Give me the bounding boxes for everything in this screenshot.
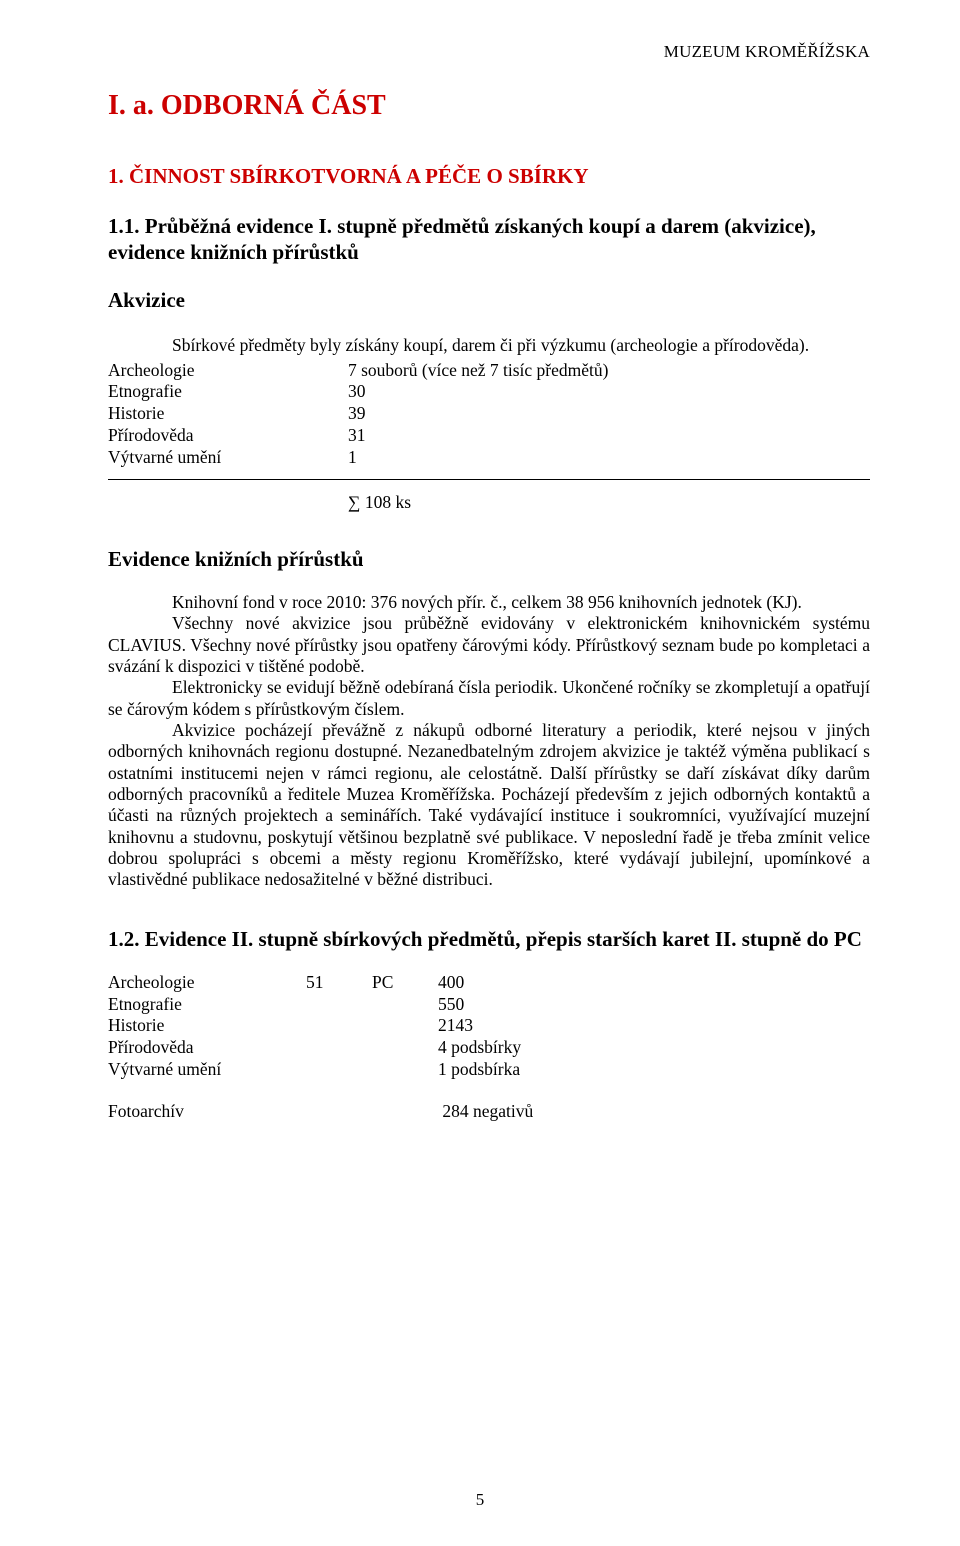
cell: 2143 — [438, 1015, 521, 1037]
cell — [306, 1037, 372, 1059]
row-value: 39 — [348, 403, 608, 425]
cell — [306, 994, 372, 1016]
table-row: Historie 2143 — [108, 1015, 521, 1037]
row-label: Historie — [108, 403, 348, 425]
paragraph: Akvizice pocházejí převážně z nákupů odb… — [108, 720, 870, 891]
section-1-heading: 1. ČINNOST SBÍRKOTVORNÁ A PÉČE O SBÍRKY — [108, 164, 870, 189]
evidence-heading: Evidence knižních přírůstků — [108, 547, 870, 572]
page-number: 5 — [0, 1490, 960, 1510]
cell: Výtvarné umění — [108, 1059, 306, 1081]
paragraph: Elektronicky se evidují běžně odebíraná … — [108, 677, 870, 720]
cell: Historie — [108, 1015, 306, 1037]
table-row: Výtvarné umění 1 — [108, 447, 608, 469]
cell — [306, 1059, 372, 1081]
fotoarchiv-label: Fotoarchív — [108, 1101, 438, 1122]
evidence-body: Knihovní fond v roce 2010: 376 nových př… — [108, 592, 870, 891]
cell: 4 podsbírky — [438, 1037, 521, 1059]
cell — [372, 1059, 438, 1081]
cell: 1 podsbírka — [438, 1059, 521, 1081]
cell: 51 — [306, 972, 372, 994]
table-row: Přírodověda 31 — [108, 425, 608, 447]
paragraph: Všechny nové akvizice jsou průběžně evid… — [108, 613, 870, 677]
subsection-1-1-heading: 1.1. Průběžná evidence I. stupně předmět… — [108, 213, 870, 266]
row-label: Archeologie — [108, 360, 348, 382]
cell: 400 — [438, 972, 521, 994]
row-label: Výtvarné umění — [108, 447, 348, 469]
row-label: Etnografie — [108, 381, 348, 403]
row-value: 31 — [348, 425, 608, 447]
table-row: Historie 39 — [108, 403, 608, 425]
subsection-1-2-heading: 1.2. Evidence II. stupně sbírkových před… — [108, 927, 870, 952]
table-row: Etnografie 550 — [108, 994, 521, 1016]
cell — [306, 1015, 372, 1037]
main-title: I. a. ODBORNÁ ČÁST — [108, 90, 870, 122]
cell: Přírodověda — [108, 1037, 306, 1059]
evidence-ii-table: Archeologie 51 PC 400 Etnografie 550 His… — [108, 972, 521, 1081]
akvizice-table: Archeologie 7 souborů (více než 7 tisíc … — [108, 360, 608, 469]
table-row: Archeologie 7 souborů (více než 7 tisíc … — [108, 360, 608, 382]
fotoarchiv-value: 284 negativů — [442, 1101, 533, 1121]
cell: 550 — [438, 994, 521, 1016]
row-label: Přírodověda — [108, 425, 348, 447]
header-institution: MUZEUM KROMĚŘÍŽSKA — [108, 42, 870, 62]
table-row: Etnografie 30 — [108, 381, 608, 403]
paragraph: Knihovní fond v roce 2010: 376 nových př… — [108, 592, 870, 613]
table-row: Přírodověda 4 podsbírky — [108, 1037, 521, 1059]
table-row: Archeologie 51 PC 400 — [108, 972, 521, 994]
fotoarchiv-row: Fotoarchív 284 negativů — [108, 1101, 870, 1122]
cell: PC — [372, 972, 438, 994]
akvizice-heading: Akvizice — [108, 288, 870, 313]
cell — [372, 1015, 438, 1037]
sum-total: ∑ 108 ks — [348, 492, 870, 513]
akvizice-intro: Sbírkové předměty byly získány koupí, da… — [172, 335, 870, 356]
cell: Etnografie — [108, 994, 306, 1016]
cell — [372, 994, 438, 1016]
document-page: MUZEUM KROMĚŘÍŽSKA I. a. ODBORNÁ ČÁST 1.… — [0, 0, 960, 1546]
row-value: 1 — [348, 447, 608, 469]
cell — [372, 1037, 438, 1059]
cell: Archeologie — [108, 972, 306, 994]
table-row: Výtvarné umění 1 podsbírka — [108, 1059, 521, 1081]
horizontal-rule — [108, 479, 870, 480]
row-value: 7 souborů (více než 7 tisíc předmětů) — [348, 360, 608, 382]
row-value: 30 — [348, 381, 608, 403]
